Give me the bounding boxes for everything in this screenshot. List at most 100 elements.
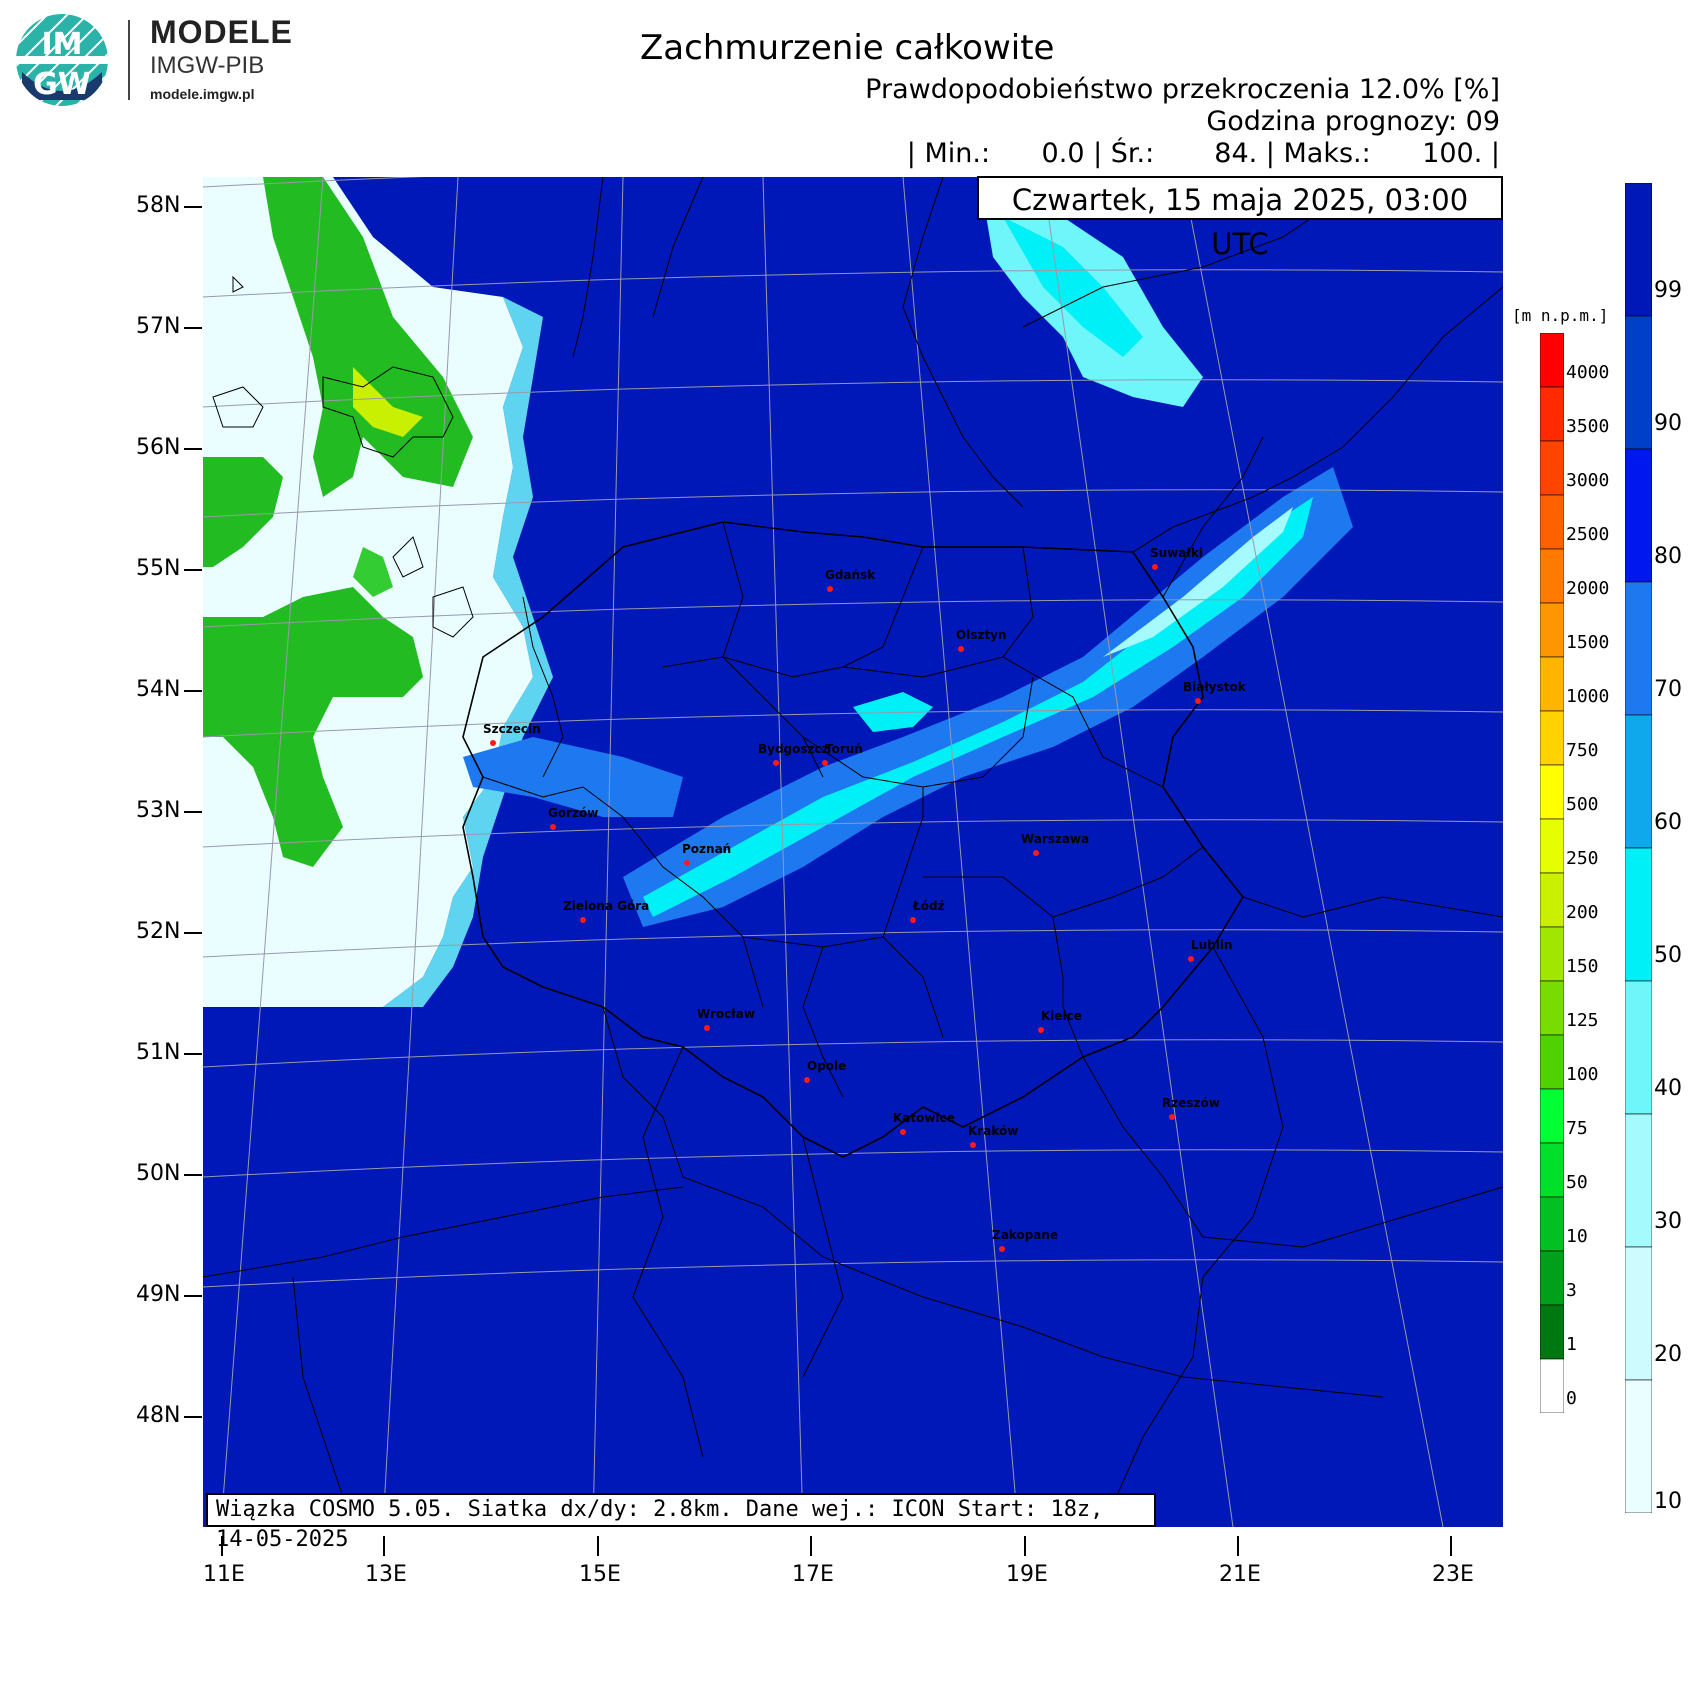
longitude-label: 13E <box>365 1562 407 1587</box>
longitude-tick <box>221 1536 223 1556</box>
latitude-tick <box>184 448 202 450</box>
city-label: Olsztyn <box>956 628 1007 642</box>
logo-divider <box>128 20 130 100</box>
city-label: Bydgoszcz <box>758 742 829 756</box>
clear-area-baltic-inner <box>1003 217 1143 357</box>
elevation-tick-label: 1 <box>1566 1334 1577 1355</box>
probability-tick-label: 20 <box>1654 1342 1682 1367</box>
city-label: Katowice <box>893 1111 955 1125</box>
elevation-tick-label: 1000 <box>1566 686 1610 707</box>
badge-bottom-text: GW <box>33 67 91 102</box>
city-label: Białystok <box>1183 680 1247 694</box>
elevation-tick-label: 125 <box>1566 1010 1599 1031</box>
coastlines <box>212 275 474 638</box>
elevation-swatch <box>1540 710 1564 766</box>
city-label: Gdańsk <box>825 568 876 582</box>
latitude-label: 56N <box>136 435 181 460</box>
land-yellow-patch <box>353 367 423 437</box>
city-dot <box>1038 1027 1044 1033</box>
elevation-swatch <box>1540 926 1564 982</box>
clear-band-light <box>1103 507 1293 657</box>
elevation-tick-label: 2000 <box>1566 578 1610 599</box>
probability-tick-label: 50 <box>1654 943 1682 968</box>
city-dot <box>1033 850 1039 856</box>
elevation-tick-label: 200 <box>1566 902 1599 923</box>
forecast-map[interactable]: Gdańsk Suwałki Olsztyn Białystok Szczecin Byd… <box>203 177 1503 1527</box>
city-label: Opole <box>807 1059 846 1073</box>
elevation-tick-label: 4000 <box>1566 362 1610 383</box>
clear-band-cyan <box>643 497 1313 917</box>
city-label: Zielona Góra <box>563 899 649 913</box>
chart-title: Zachmurzenie całkowite <box>640 28 1055 68</box>
city-dot <box>958 646 964 652</box>
elevation-swatch <box>1540 656 1564 712</box>
latitude-tick <box>184 1053 202 1055</box>
logo-url[interactable]: modele.imgw.pl <box>150 86 255 102</box>
probability-swatch <box>1625 980 1652 1115</box>
probability-tick-label: 70 <box>1654 677 1682 702</box>
latitude-label: 50N <box>136 1161 181 1186</box>
forecast-hour: Godzina prognozy: 09 <box>1206 106 1500 137</box>
imgw-logo[interactable]: IM GW MODELE IMGW-PIB modele.imgw.pl <box>12 10 312 120</box>
latitude-label: 53N <box>136 798 181 823</box>
elevation-tick-label: 750 <box>1566 740 1599 761</box>
elevation-tick-label: 3 <box>1566 1280 1577 1301</box>
elevation-unit: [m n.p.m.] <box>1512 306 1609 325</box>
elevation-tick-label: 500 <box>1566 794 1599 815</box>
longitude-label: 23E <box>1432 1562 1474 1587</box>
elevation-tick-label: 0 <box>1566 1388 1577 1409</box>
elevation-swatch <box>1540 1034 1564 1090</box>
elevation-tick-label: 100 <box>1566 1064 1599 1085</box>
model-info-box: Wiązka COSMO 5.05. Siatka dx/dy: 2.8km. … <box>206 1493 1156 1552</box>
longitude-label: 17E <box>792 1562 834 1587</box>
city-label: Gorzów <box>548 806 598 820</box>
longitude-tick <box>1237 1536 1239 1556</box>
city-label: Kielce <box>1041 1009 1082 1023</box>
longitude-tick <box>810 1536 812 1556</box>
logo-name: MODELE <box>150 14 293 50</box>
probability-swatch <box>1625 847 1652 982</box>
probability-swatch <box>1625 1379 1652 1513</box>
probability-colorbar <box>1625 183 1652 1513</box>
latitude-label: 57N <box>136 314 181 339</box>
city-label: Szczecin <box>483 722 541 736</box>
probability-tick-label: 90 <box>1654 411 1682 436</box>
longitude-label: 21E <box>1219 1562 1261 1587</box>
elevation-swatch <box>1540 1142 1564 1198</box>
elevation-swatch <box>1540 548 1564 604</box>
city-dot <box>910 917 916 923</box>
probability-swatch <box>1625 1113 1652 1248</box>
probability-swatch <box>1625 183 1652 317</box>
elevation-swatch <box>1540 1304 1564 1360</box>
stats-line: | Min.: 0.0 | Śr.: 84. | Maks.: 100. | <box>906 138 1500 169</box>
longitude-label: 15E <box>579 1562 621 1587</box>
city-label: Łódź <box>912 899 945 913</box>
elevation-swatch <box>1540 333 1564 388</box>
city-dot <box>1195 698 1201 704</box>
probability-swatch <box>1625 714 1652 849</box>
longitude-tick <box>1450 1536 1452 1556</box>
city-dot <box>822 760 828 766</box>
city-dot <box>684 860 690 866</box>
elevation-tick-label: 150 <box>1566 956 1599 977</box>
city-label: Kraków <box>968 1124 1018 1138</box>
latitude-tick <box>184 1416 202 1418</box>
land-green-germany <box>203 587 423 867</box>
latitude-tick <box>184 932 202 934</box>
latitude-tick <box>184 1295 202 1297</box>
valid-time-box: Czwartek, 15 maja 2025, 03:00 UTC <box>977 176 1503 261</box>
city-dot <box>490 740 496 746</box>
elevation-swatch <box>1540 602 1564 658</box>
latitude-tick <box>184 690 202 692</box>
longitude-label: 19E <box>1006 1562 1048 1587</box>
elevation-swatch <box>1540 494 1564 550</box>
elevation-tick-label: 75 <box>1566 1118 1588 1139</box>
badge-top-text: IM <box>41 27 82 62</box>
city-dot <box>1169 1114 1175 1120</box>
imgw-badge-icon: IM GW <box>12 14 112 106</box>
city-label: Toruń <box>825 742 863 756</box>
elevation-swatch <box>1540 1088 1564 1144</box>
probability-tick-label: 40 <box>1654 1076 1682 1101</box>
latitude-label: 48N <box>136 1403 181 1428</box>
city-label: Suwałki <box>1150 546 1203 560</box>
